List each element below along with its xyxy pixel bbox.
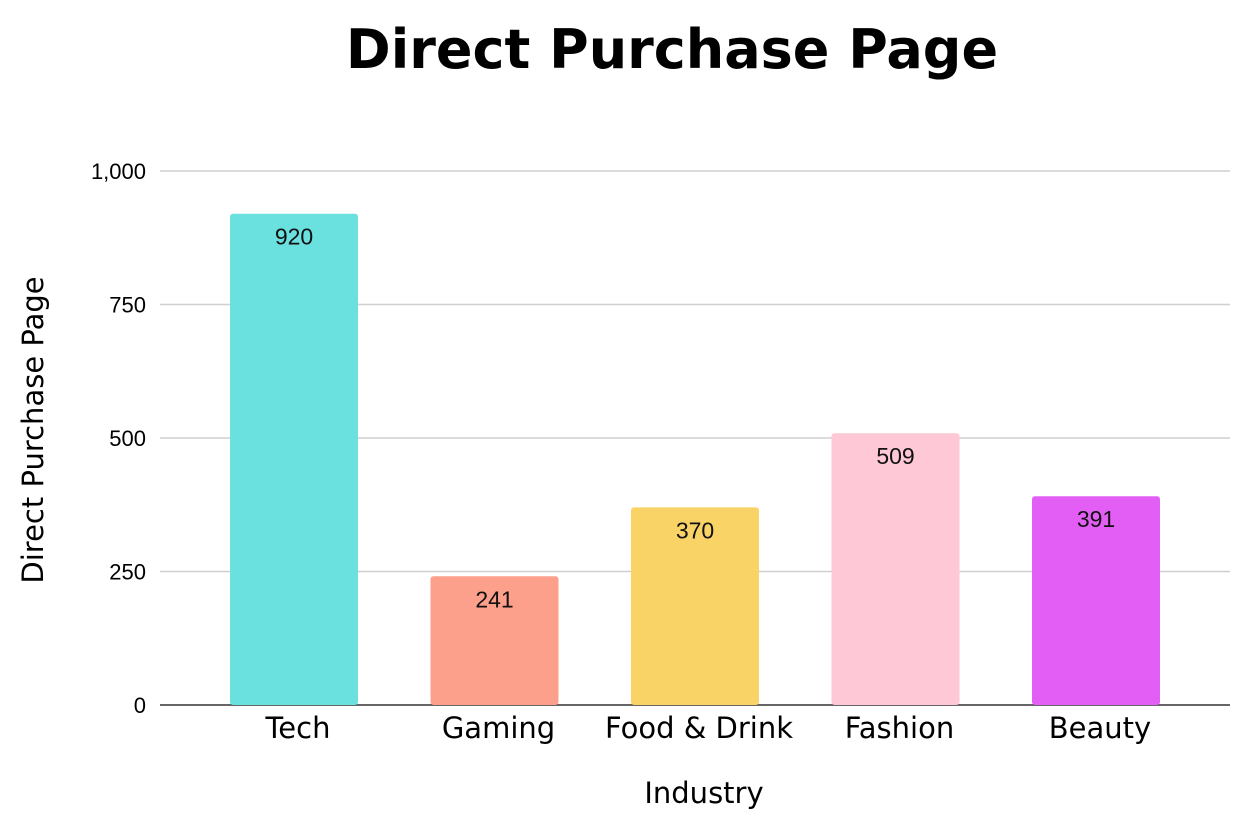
bar-tech (230, 213, 358, 705)
data-label: 370 (676, 517, 714, 543)
data-label: 920 (275, 224, 313, 250)
y-tick-label: 250 (109, 560, 146, 585)
data-labels: 920 241 370 509 391 (275, 224, 1115, 613)
y-axis-title: Direct Purchase Page (16, 276, 50, 583)
y-tick-label: 0 (134, 693, 146, 718)
data-label: 509 (876, 443, 914, 469)
bar-gaming (430, 576, 559, 705)
x-tick-label: Beauty (1049, 711, 1151, 745)
x-tick-label: Food & Drink (605, 711, 793, 745)
x-tick-label: Tech (265, 711, 331, 745)
x-tick-label: Gaming (442, 711, 555, 745)
y-tick-label: 1,000 (91, 159, 146, 184)
y-axis-ticks: 0 250 500 750 1,000 (91, 159, 146, 718)
data-label: 241 (475, 586, 513, 612)
x-axis-ticks: Tech Gaming Food & Drink Fashion Beauty (265, 711, 1152, 745)
chart-title: Direct Purchase Page (346, 18, 998, 81)
bar-fashion (831, 433, 960, 705)
y-tick-label: 500 (109, 426, 146, 451)
data-label: 391 (1077, 506, 1115, 532)
bar-food-drink (631, 507, 759, 705)
bar-beauty (1032, 496, 1160, 705)
y-tick-label: 750 (109, 293, 146, 318)
bars (230, 213, 1160, 705)
x-tick-label: Fashion (845, 711, 954, 745)
x-axis-title: Industry (644, 776, 763, 810)
